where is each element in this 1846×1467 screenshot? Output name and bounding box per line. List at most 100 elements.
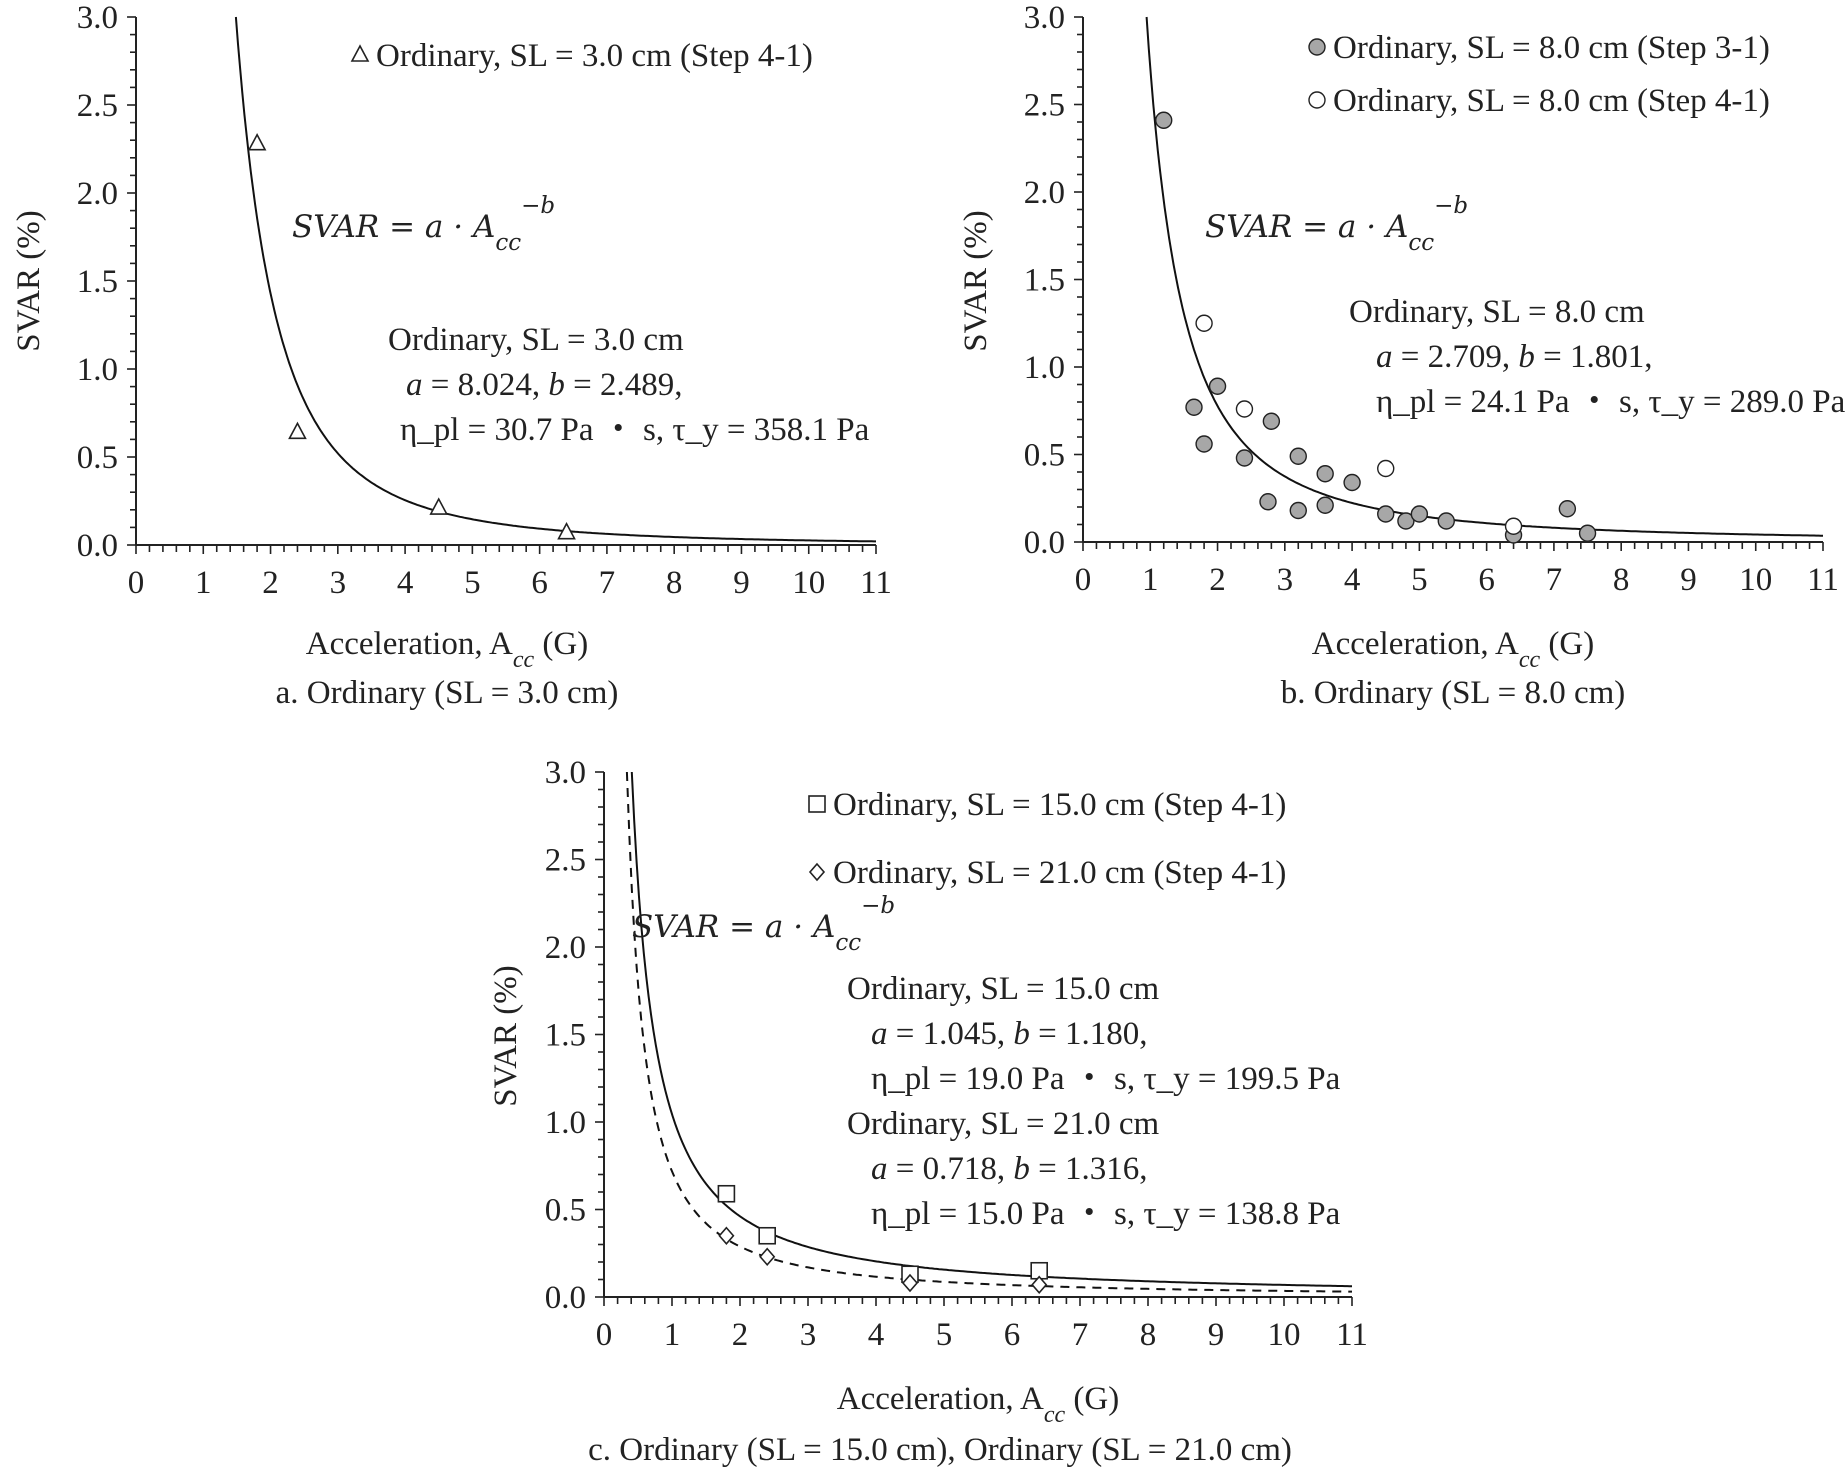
y-tick-label: 0.0: [1024, 525, 1065, 561]
x-tick-label: 5: [464, 565, 481, 601]
fit-curve: [625, 771, 1352, 1293]
x-tick-label: 11: [1336, 1317, 1368, 1353]
y-tick-label: 0.0: [77, 528, 118, 564]
y-tick-label: 1.0: [77, 352, 118, 388]
data-point: [717, 1184, 736, 1203]
data-point: [1558, 500, 1577, 518]
y-tick-label: 1.5: [545, 1018, 586, 1054]
x-tick-label: 5: [936, 1317, 953, 1353]
data-point: [1377, 505, 1395, 523]
panel-c: 0 1 2 3 4 5 6 7 8 9 10 11 0.0 0.5 1.0 1.5 2.0 2.5 3.0 Accel…: [488, 755, 1368, 1467]
data-point: [247, 133, 267, 151]
fit-parameter-line: Ordinary, SL = 3.0 cm: [388, 322, 684, 358]
fit-parameter-line: Ordinary, SL = 8.0 cm: [1349, 294, 1645, 330]
legend-marker: [808, 795, 826, 813]
y-tick-label: 3.0: [1024, 0, 1065, 36]
data-point: [1397, 512, 1415, 530]
data-point: [1031, 1275, 1048, 1294]
legend-marker: [808, 862, 826, 882]
data-point: [1289, 447, 1307, 465]
x-tick-label: 11: [860, 565, 892, 601]
x-tick-label: 10: [1268, 1317, 1301, 1353]
x-tick-label: 7: [1072, 1317, 1089, 1353]
fit-parameter-line: η_pl = 24.1 Pa ・ s, τ_y = 289.0 Pa: [1376, 384, 1846, 420]
x-tick-label: 3: [1277, 562, 1294, 598]
y-tick-label: 2.0: [1024, 175, 1065, 211]
fit-parameter-line: η_pl = 30.7 Pa ・ s, τ_y = 358.1 Pa: [400, 412, 870, 448]
legend-marker: [350, 44, 370, 62]
x-axis-title: Acceleration, Acc (G): [837, 1381, 1119, 1428]
x-tick-label: 10: [792, 565, 825, 601]
x-tick-label: 9: [733, 565, 750, 601]
x-axis-title: Acceleration, Acc (G): [306, 626, 588, 673]
x-tick-label: 0: [1075, 562, 1092, 598]
x-tick-label: 2: [1209, 562, 1226, 598]
legend-label: Ordinary, SL = 8.0 cm (Step 4-1): [1333, 83, 1770, 119]
equation-label: SVAR = a · Acc−b: [292, 193, 555, 256]
legend-marker: [1308, 38, 1326, 56]
y-tick-label: 1.5: [77, 264, 118, 300]
x-tick-label: 6: [531, 565, 548, 601]
x-tick-label: 8: [666, 565, 683, 601]
fit-parameter-line: η_pl = 19.0 Pa ・ s, τ_y = 199.5 Pa: [871, 1061, 1341, 1097]
data-point: [1262, 412, 1281, 430]
y-tick-label: 1.0: [1024, 350, 1065, 386]
x-tick-label: 0: [596, 1317, 613, 1353]
fit-parameter-line: Ordinary, SL = 15.0 cm: [847, 971, 1160, 1007]
y-tick-label: 2.5: [77, 88, 118, 124]
x-tick-label: 10: [1739, 562, 1772, 598]
data-point: [758, 1226, 777, 1245]
legend-label: Ordinary, SL = 3.0 cm (Step 4-1): [376, 38, 813, 74]
y-tick-label: 0.5: [1024, 438, 1065, 474]
x-tick-label: 7: [599, 565, 616, 601]
y-tick-label: 1.5: [1024, 263, 1065, 299]
equation-label: SVAR = a · Acc−b: [632, 893, 895, 956]
x-tick-label: 1: [195, 565, 212, 601]
data-point: [1343, 473, 1361, 492]
x-tick-label: 1: [1142, 562, 1159, 598]
data-point: [1504, 517, 1523, 535]
x-tick-label: 3: [800, 1317, 817, 1353]
y-axis-title: SVAR (%): [958, 210, 994, 352]
legend-label: Ordinary, SL = 21.0 cm (Step 4-1): [833, 855, 1286, 891]
x-tick-label: 5: [1411, 562, 1428, 598]
x-tick-label: 4: [397, 565, 414, 601]
data-point: [429, 497, 449, 515]
fit-parameter-line: Ordinary, SL = 21.0 cm: [847, 1106, 1160, 1142]
x-tick-label: 3: [330, 565, 347, 601]
x-tick-label: 4: [868, 1317, 885, 1353]
y-tick-label: 2.0: [77, 176, 118, 212]
x-tick-label: 0: [128, 565, 145, 601]
y-tick-label: 2.0: [545, 930, 586, 966]
fit-parameter-line: a = 1.045, b = 1.180,: [871, 1016, 1148, 1052]
data-point: [901, 1273, 919, 1293]
legend-marker: [1308, 91, 1326, 109]
equation-label: SVAR = a · Acc−b: [1205, 193, 1468, 256]
data-point: [557, 521, 576, 540]
y-tick-label: 3.0: [545, 755, 586, 791]
fit-parameter-line: a = 8.024, b = 2.489,: [406, 367, 683, 403]
data-point: [718, 1226, 735, 1245]
data-point: [1410, 505, 1429, 523]
fit-curve: [630, 771, 1352, 1288]
y-tick-label: 0.5: [77, 440, 118, 476]
data-point: [1235, 449, 1254, 467]
x-tick-label: 8: [1140, 1317, 1157, 1353]
data-point: [1259, 493, 1277, 511]
x-tick-label: 1: [664, 1317, 681, 1353]
x-tick-label: 2: [262, 565, 279, 601]
fit-parameter-line: η_pl = 15.0 Pa ・ s, τ_y = 138.8 Pa: [871, 1196, 1341, 1232]
data-point: [288, 421, 307, 440]
y-tick-label: 3.0: [77, 0, 118, 36]
y-tick-label: 0.0: [545, 1280, 586, 1316]
data-point: [1289, 501, 1307, 520]
x-tick-label: 4: [1344, 562, 1361, 598]
panel-caption: b. Ordinary (SL = 8.0 cm): [1281, 675, 1626, 711]
data-point: [1155, 111, 1173, 129]
x-axis-title: Acceleration, Acc (G): [1312, 626, 1594, 673]
y-tick-label: 1.0: [545, 1105, 586, 1141]
x-tick-label: 11: [1807, 562, 1839, 598]
x-tick-label: 2: [732, 1317, 749, 1353]
panel-a: 0 1 2 3 4 5 6 7 8 9 10 11 0.0 0.5 1.0 1.5 2.0 2.5 3.0 Accel…: [11, 0, 892, 711]
panel-caption: a. Ordinary (SL = 3.0 cm): [276, 675, 619, 711]
